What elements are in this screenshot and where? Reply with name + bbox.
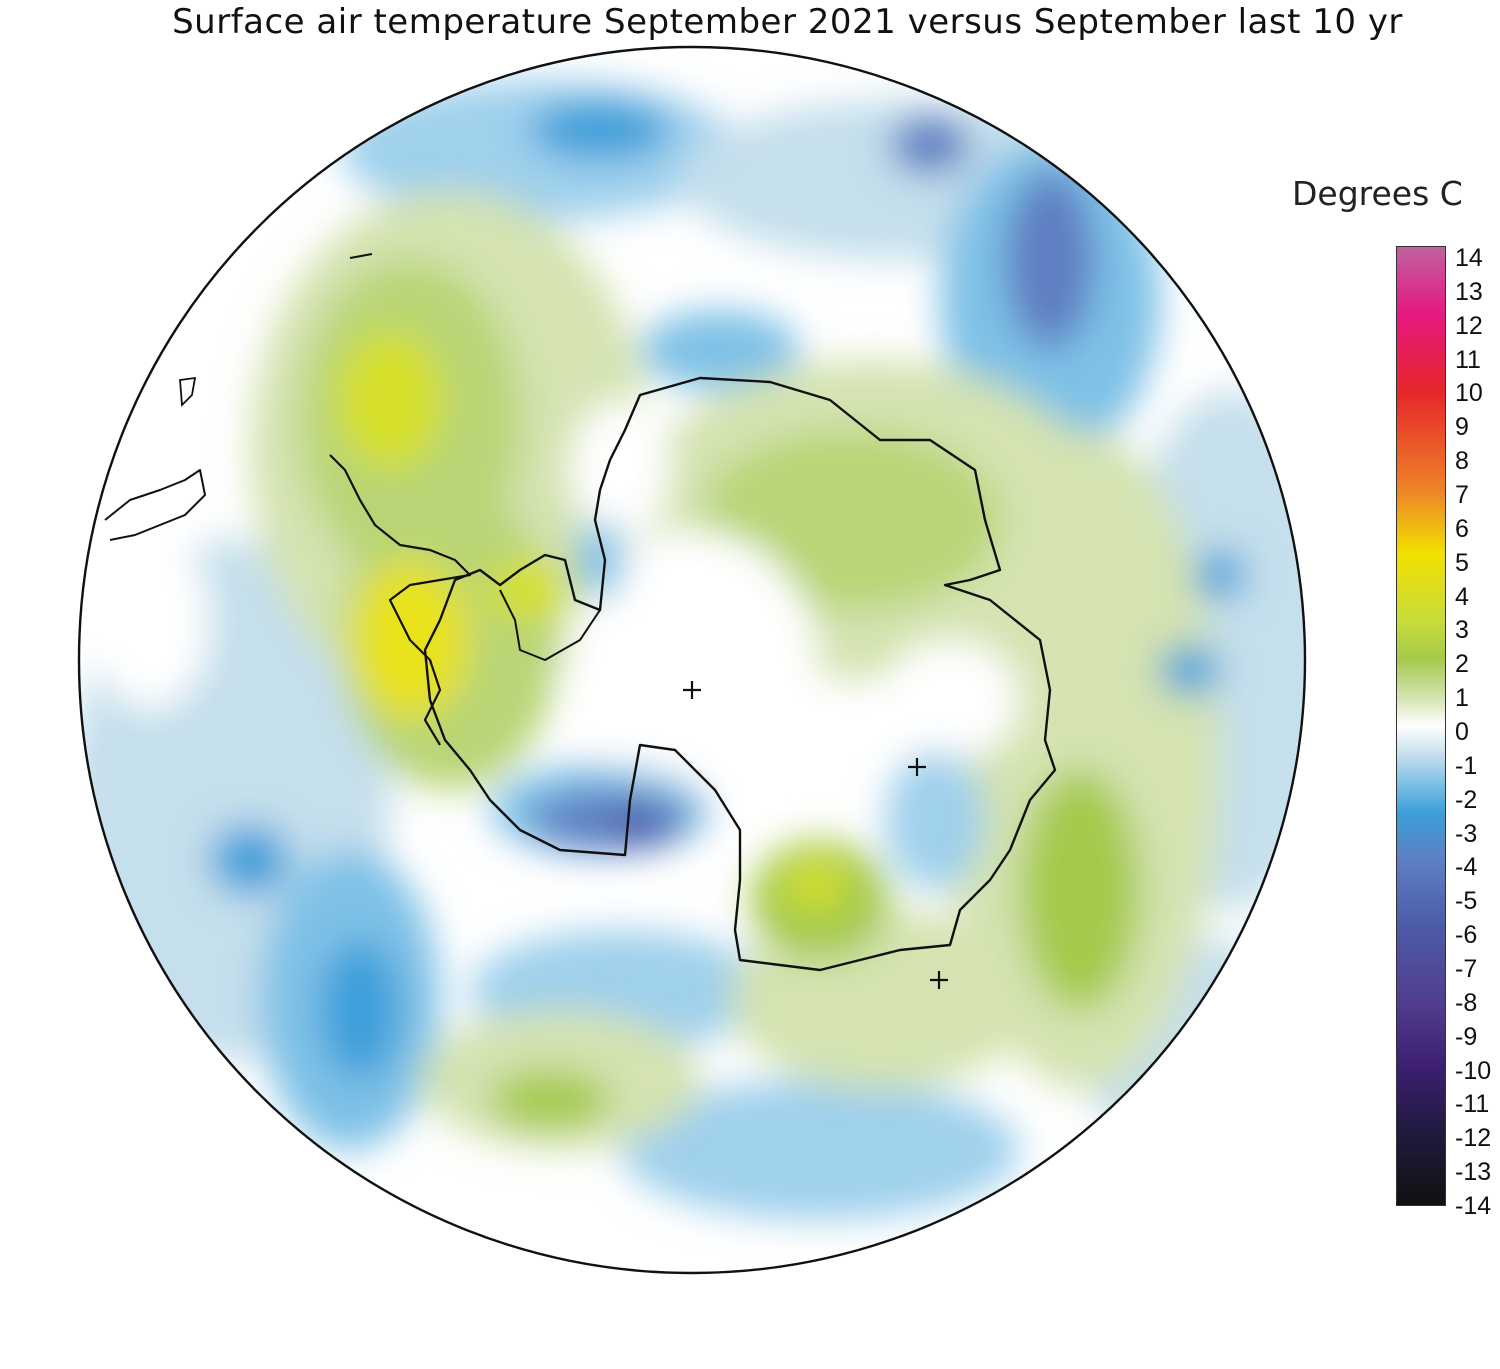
color-scale-tick-label: 7 xyxy=(1455,481,1469,509)
color-scale-tick-label: -8 xyxy=(1455,988,1478,1017)
color-scale-tick-label: -10 xyxy=(1455,1056,1492,1085)
color-scale-tick-label: -1 xyxy=(1455,751,1478,780)
color-scale-tick-label: 13 xyxy=(1455,277,1483,306)
small-island-coastline xyxy=(349,253,373,259)
color-scale-tick-label: -13 xyxy=(1455,1158,1492,1187)
color-scale-tick-label: 11 xyxy=(1455,345,1481,374)
color-scale-tick-label: 9 xyxy=(1455,413,1469,442)
color-scale-tick-label: -9 xyxy=(1455,1022,1478,1051)
chart-title: Surface air temperature September 2021 v… xyxy=(172,2,1403,42)
antarctic-peninsula-coastline xyxy=(329,454,472,746)
legend-title: Degrees C xyxy=(1292,174,1463,213)
color-scale-tick-label: 4 xyxy=(1455,582,1469,611)
color-scale-tick-label: 10 xyxy=(1455,379,1483,408)
color-scale-tick-label: -3 xyxy=(1455,819,1478,848)
color-scale-tick-label: 12 xyxy=(1455,311,1483,340)
color-scale-bar xyxy=(1396,246,1446,1206)
color-scale-tick-label: 0 xyxy=(1455,718,1469,746)
grid-markers xyxy=(683,681,948,989)
color-scale-tick-label: 3 xyxy=(1455,616,1469,645)
map-boundary xyxy=(77,45,1307,1275)
color-scale-tick-label: 14 xyxy=(1455,244,1483,272)
color-scale-tick-label: 8 xyxy=(1455,447,1469,476)
color-scale-tick-label: -4 xyxy=(1455,853,1478,882)
ice-shelf-edge xyxy=(499,589,601,661)
color-scale-tick-label: 1 xyxy=(1455,684,1469,713)
south-america-coastline xyxy=(104,469,206,541)
color-scale-tick-label: -11 xyxy=(1455,1090,1490,1119)
color-scale-tick-label: 2 xyxy=(1455,650,1469,679)
color-scale-tick-label: 6 xyxy=(1455,514,1469,543)
falkland-islands-coastline xyxy=(179,376,197,408)
color-scale-tick-label: -7 xyxy=(1455,955,1478,983)
antarctica-coastline xyxy=(423,376,1057,972)
color-scale-tick-label: -6 xyxy=(1455,921,1478,950)
color-scale-tick-label: -12 xyxy=(1455,1124,1492,1153)
color-scale-tick-label: -2 xyxy=(1455,785,1478,814)
color-scale-tick-label: 5 xyxy=(1455,548,1469,577)
color-scale-tick-label: -5 xyxy=(1455,887,1478,916)
color-scale-tick-label: -14 xyxy=(1455,1192,1492,1220)
